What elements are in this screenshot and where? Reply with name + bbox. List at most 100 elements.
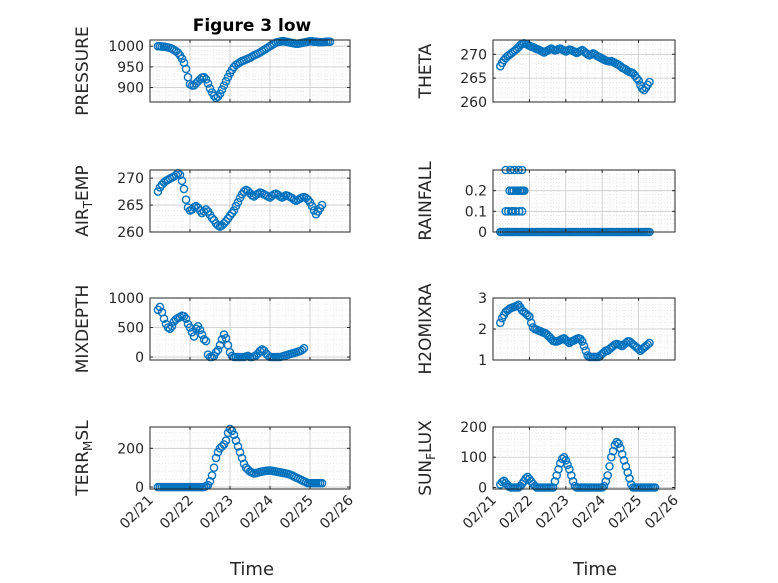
data-point [203,79,213,88]
subplot-5: 0 500 1000 MIXDEPTH [73,285,351,374]
subplot-1: 900 950 1000 PRESSURE [73,26,351,116]
data-point [612,437,622,447]
data-series [153,168,327,231]
data-series [495,39,654,95]
data-point [508,206,518,216]
data-point [554,464,563,474]
data-point [179,184,189,194]
subplot-2: 260 265 270 THETA [416,39,676,111]
x-tick-label: 02/21 [460,493,500,533]
x-tick-label: 02/21 [117,493,157,533]
y-tick-label: 260 [117,225,144,241]
data-point [155,302,165,312]
y-axis-label: SUNFLUX [416,420,438,496]
y-axis-label: PRESSURE [73,26,93,115]
y-tick-label: 1 [478,353,487,369]
y-tick-label: 900 [117,81,144,97]
y-tick-label: 0 [135,350,144,366]
data-point [231,436,241,445]
data-point [579,341,589,351]
y-tick-label: 200 [117,441,144,457]
x-tick-label: 02/22 [496,493,536,533]
y-tick-label: 270 [460,47,487,63]
axes-frame [492,39,676,103]
y-tick-label: 0 [478,480,487,496]
data-point [211,347,221,357]
data-point [213,345,223,355]
data-series [153,424,327,492]
data-point [221,436,231,445]
data-point [177,54,187,63]
data-point [514,206,524,216]
axes-frame [149,426,351,490]
x-tick-label: 02/24 [569,492,609,532]
y-tick-label: 265 [460,71,487,87]
y-axis-label: H2OMIXRA [416,283,436,374]
y-tick-label: 950 [117,60,144,76]
data-point [601,477,611,486]
data-point [167,321,177,331]
y-tick-label: 2 [478,322,487,338]
data-point [215,340,225,350]
axes-frame [492,426,676,490]
data-point [217,334,227,344]
y-tick-label: 0 [135,480,144,496]
y-tick-label: 0 [478,225,487,241]
data-point [597,483,607,492]
data-point [185,323,195,332]
data-point [181,314,191,324]
y-axis-label: RAINFALL [416,161,436,241]
data-point [177,176,187,186]
y-tick-label: 1000 [108,39,144,55]
data-point [645,77,654,87]
data-series [153,302,309,362]
axes-frame [492,169,676,233]
x-tick-label: 02/25 [606,493,646,533]
data-point [520,186,529,195]
data-point [325,37,335,47]
data-point [567,471,576,480]
y-axis-label: THETA [416,43,436,99]
y-tick-label: 3 [478,291,487,307]
y-tick-label: 200 [460,420,487,436]
data-point [526,318,536,328]
y-axis-label: MIXDEPTH [73,285,93,374]
axes-background [493,427,675,489]
y-tick-label: 265 [117,198,144,214]
y-tick-label: 100 [460,450,487,466]
data-point [495,318,505,328]
y-tick-label: 500 [117,321,144,337]
x-tick-label: 02/23 [197,493,237,533]
data-point [189,332,199,341]
data-point [211,453,221,463]
data-point [317,200,327,210]
data-point [239,187,249,196]
data-point [175,170,185,180]
data-point [153,187,163,196]
data-point [623,468,633,477]
data-point [650,483,660,492]
data-point [201,75,211,84]
y-tick-label: 0.1 [465,204,487,220]
x-tick-label: 02/26 [317,492,357,532]
data-series [495,437,660,492]
data-point [205,476,215,486]
data-point [173,48,183,58]
y-tick-label: 1000 [108,291,144,307]
data-point [605,461,614,471]
data-point [219,81,229,90]
data-point [191,324,201,334]
data-point [223,72,233,82]
data-point [217,85,227,94]
data-point [561,455,571,465]
data-point [577,337,587,346]
subplot-4: 0 0.1 0.2 RAINFALL [416,161,676,241]
axes-frame [149,39,351,103]
data-point [195,325,205,335]
axes-background [493,170,675,232]
data-point [217,442,227,451]
y-tick-label: 260 [460,95,487,111]
data-point [205,84,215,93]
